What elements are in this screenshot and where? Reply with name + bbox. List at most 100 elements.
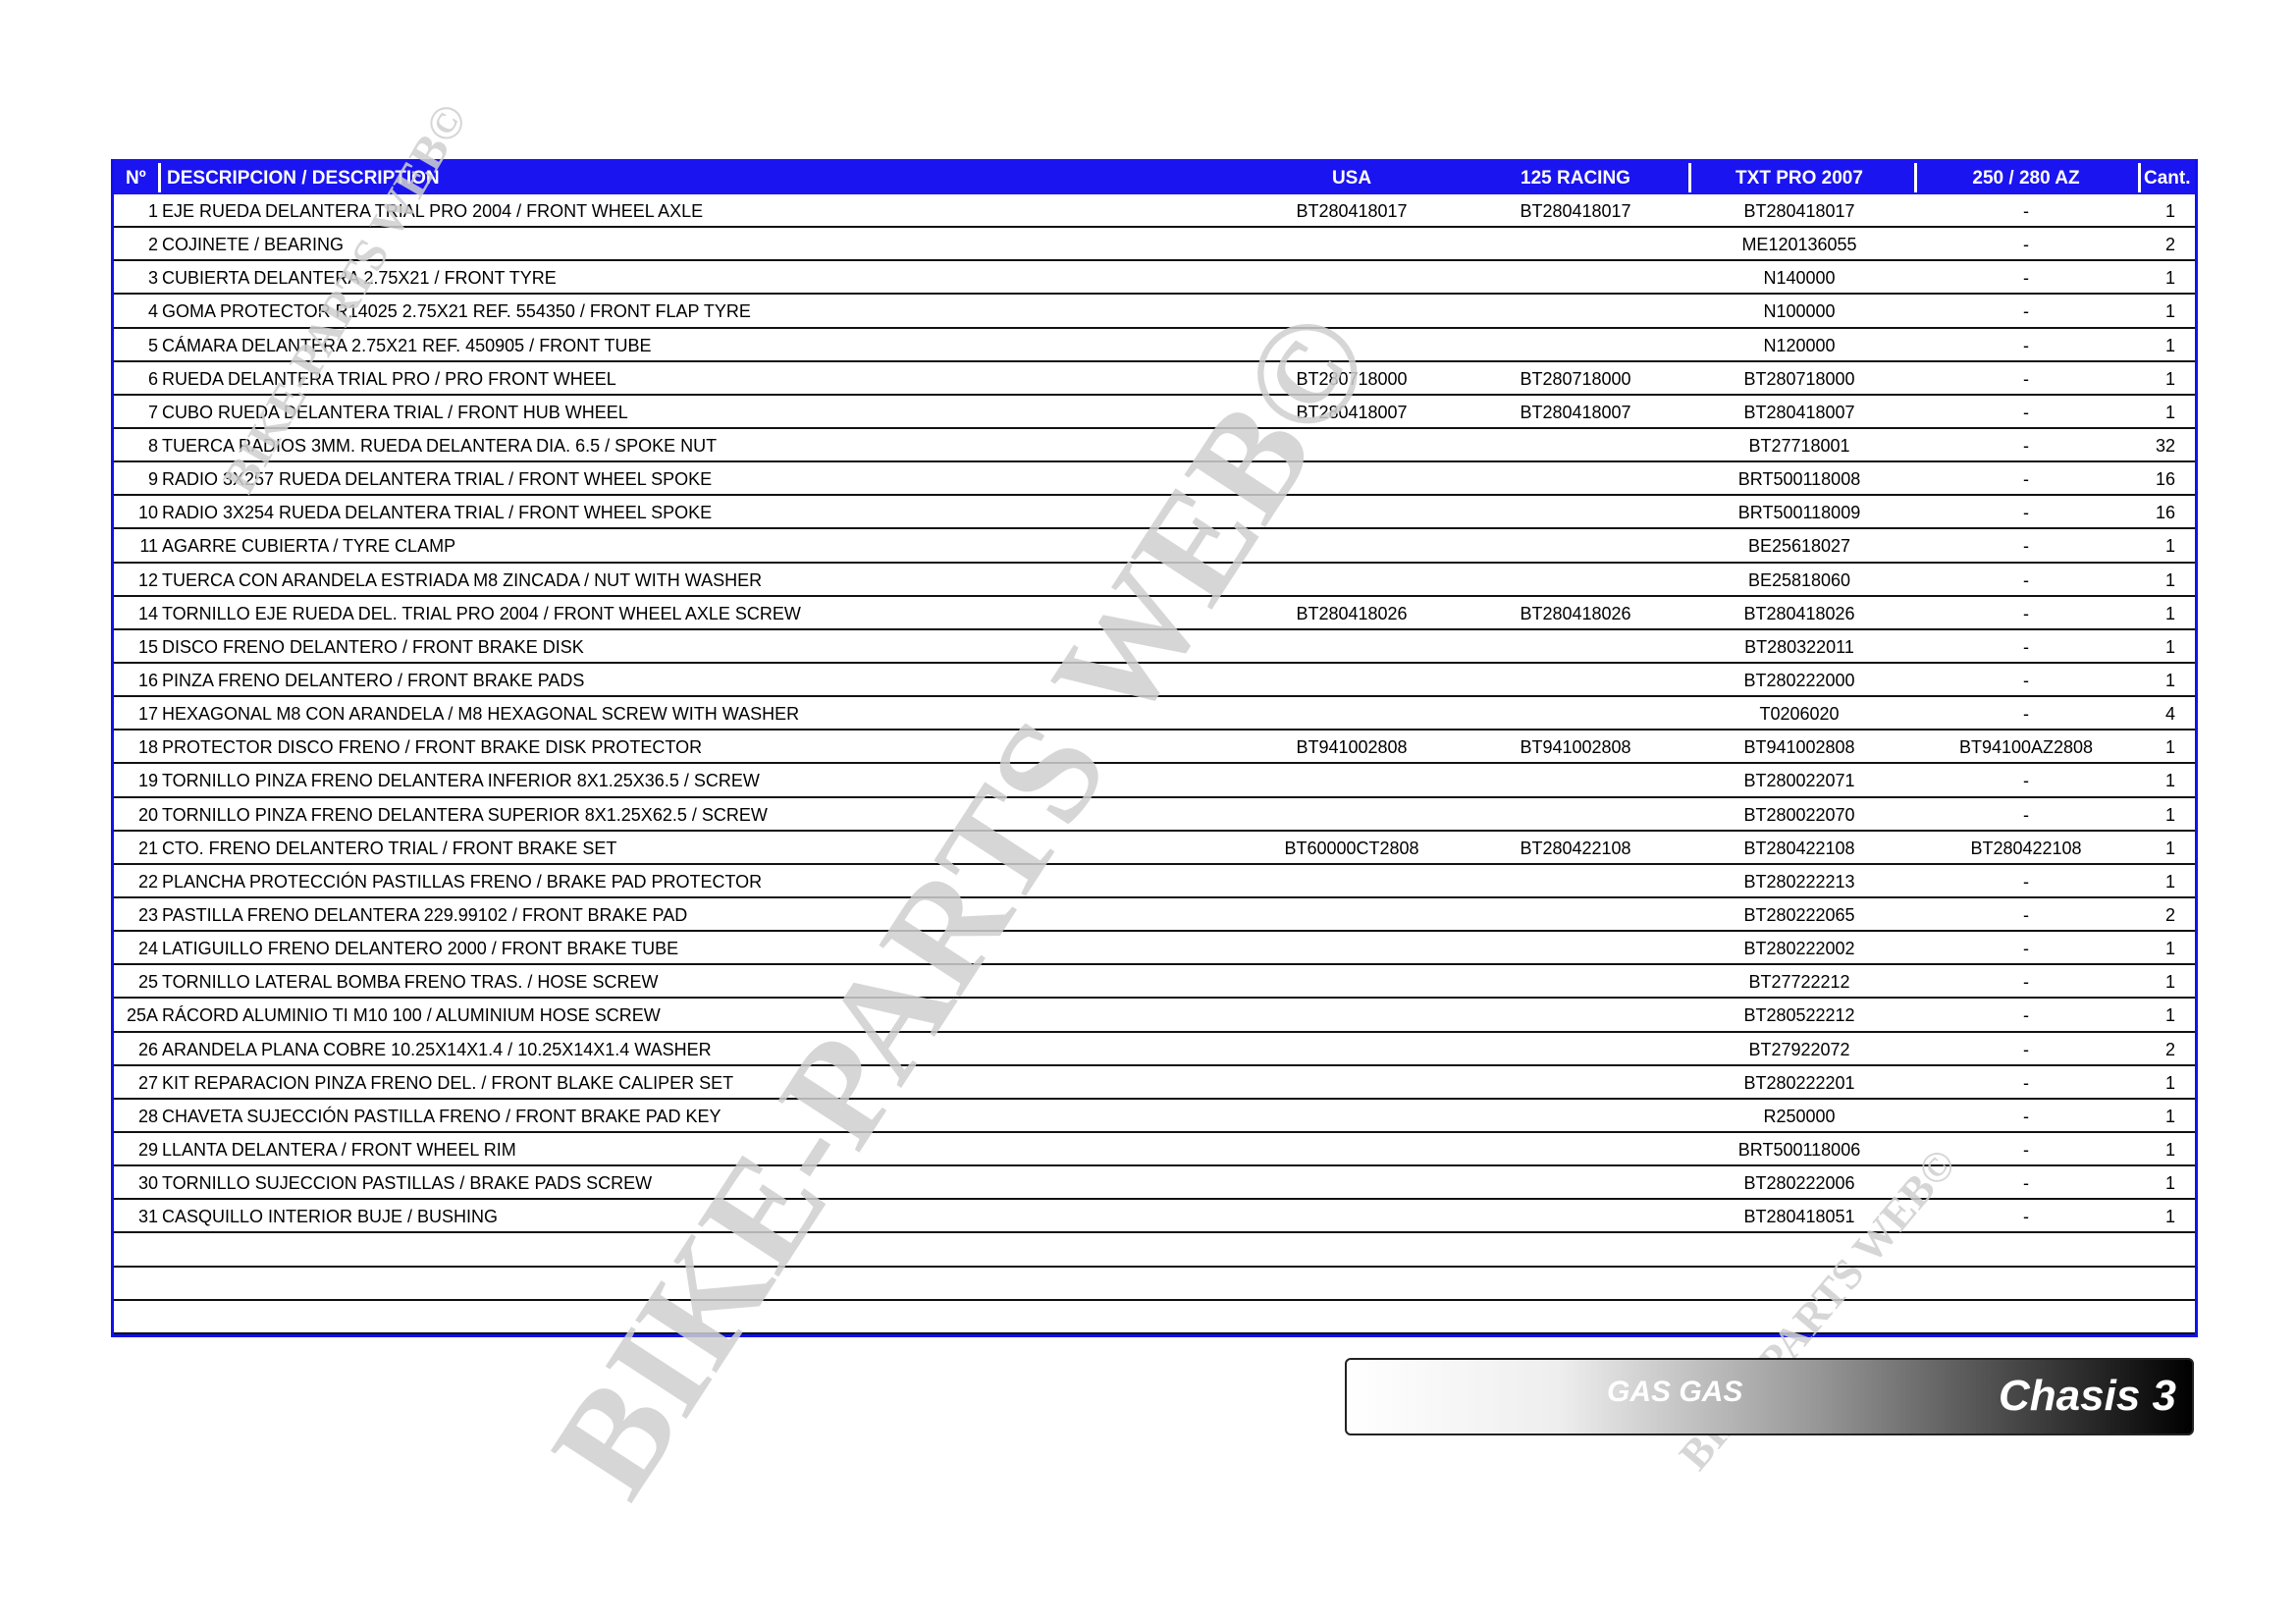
table-row: 27 KIT REPARACION PINZA FRENO DEL. / FRON… [114,1066,2195,1100]
table-row: 1 EJE RUEDA DELANTERA TRIAL PRO 2004 / FR… [114,194,2195,229]
header-divider [2138,163,2141,192]
table-row: 20 TORNILLO PINZA FRENO DELANTERA SUPERIO… [114,798,2195,832]
description: KIT REPARACION PINZA FRENO DEL. / FRONT … [162,1072,734,1093]
quantity: 1 [2164,1139,2175,1160]
part-number: 15 [137,636,158,657]
part-number: 16 [137,670,158,690]
description: LLANTA DELANTERA / FRONT WHEEL RIM [162,1139,516,1160]
ref-txt-pro-2007: BT27922072 [1748,1039,1850,1059]
quantity: 1 [2164,771,2175,791]
ref-txt-pro-2007: BT280022070 [1743,804,1855,825]
ref-250-280-az: - [2023,636,2029,657]
part-number: 23 [137,904,158,925]
description: COJINETE / BEARING [162,235,345,255]
description: RÁCORD ALUMINIO TI M10 100 / ALUMINIUM H… [162,1005,661,1026]
table-row: 31 CASQUILLO INTERIOR BUJE / BUSHING BT280… [114,1200,2195,1234]
ref-250-280-az: - [2023,972,2029,993]
quantity: 16 [2155,503,2175,523]
part-number: 27 [137,1072,158,1093]
part-number: 1 [147,201,158,221]
ref-txt-pro-2007: BT280222201 [1743,1072,1855,1093]
table-row [114,1268,2195,1301]
part-number: 5 [147,335,158,355]
ref-txt-pro-2007: BT280022071 [1743,771,1855,791]
ref-txt-pro-2007: BE25618027 [1747,536,1851,557]
description: ARANDELA PLANA COBRE 10.25X14X1.4 / 10.2… [162,1039,712,1059]
quantity: 1 [2164,972,2175,993]
ref-usa: BT280418007 [1296,402,1408,422]
part-number: 3 [147,268,158,289]
description: EJE RUEDA DELANTERA TRIAL PRO 2004 / FRO… [162,201,704,221]
quantity: 1 [2164,268,2175,289]
quantity: 1 [2164,402,2175,422]
description: PROTECTOR DISCO FRENO / FRONT BRAKE DISK… [162,737,703,758]
section-banner: GAS GAS Chasis 3 [1345,1358,2194,1435]
ref-txt-pro-2007: BT941002808 [1743,737,1855,758]
ref-txt-pro-2007: BT280222002 [1743,939,1855,959]
part-number: 29 [137,1139,158,1160]
description: LATIGUILLO FRENO DELANTERO 2000 / FRONT … [162,939,679,959]
ref-250-280-az: - [2023,402,2029,422]
ref-usa: BT280418026 [1296,603,1408,623]
ref-250-280-az: BT94100AZ2808 [1958,737,2094,758]
quantity: 2 [2164,235,2175,255]
description: TORNILLO EJE RUEDA DEL. TRIAL PRO 2004 /… [162,603,801,623]
description: GOMA PROTECTOR R14025 2.75X21 REF. 55435… [162,301,751,322]
ref-250-280-az: - [2023,771,2029,791]
description: CTO. FRENO DELANTERO TRIAL / FRONT BRAKE… [162,838,617,858]
table-row: 2 COJINETE / BEARING ME120136055-2 [114,228,2195,262]
description: TUERCA CON ARANDELA ESTRIADA M8 ZINCADA … [162,569,763,590]
part-number: 20 [137,804,158,825]
table-row: 17 HEXAGONAL M8 CON ARANDELA / M8 HEXAGON… [114,697,2195,731]
ref-250-280-az: - [2023,268,2029,289]
header-txt-pro-2007: TXT PRO 2007 [1735,168,1863,189]
part-number: 8 [147,435,158,456]
table-row: 22 PLANCHA PROTECCIÓN PASTILLAS FRENO / B… [114,865,2195,898]
ref-250-280-az: - [2023,871,2029,892]
ref-txt-pro-2007: BE25818060 [1747,569,1851,590]
table-row: 25A RÁCORD ALUMINIO TI M10 100 / ALUMINIU… [114,999,2195,1033]
quantity: 1 [2164,1106,2175,1126]
table-row: 3 CUBIERTA DELANTERA 2.75X21 / FRONT TYRE… [114,261,2195,296]
header-divider [158,163,161,192]
table-row: 28 CHAVETA SUJECCIÓN PASTILLA FRENO / FRO… [114,1100,2195,1133]
part-number: 19 [137,771,158,791]
ref-250-280-az: - [2023,1207,2029,1227]
description: PINZA FRENO DELANTERO / FRONT BRAKE PADS [162,670,585,690]
quantity: 1 [2164,536,2175,557]
ref-txt-pro-2007: ME120136055 [1741,235,1857,255]
ref-txt-pro-2007: N140000 [1763,268,1836,289]
ref-250-280-az: - [2023,1072,2029,1093]
part-number: 28 [137,1106,158,1126]
ref-250-280-az: - [2023,536,2029,557]
ref-125-racing: BT280418017 [1520,201,1631,221]
ref-250-280-az: - [2023,368,2029,389]
ref-txt-pro-2007: N100000 [1763,301,1836,322]
parts-table: Nº DESCRIPCION / DESCRIPTION USA 125 RAC… [111,159,2198,1337]
table-row: 12 TUERCA CON ARANDELA ESTRIADA M8 ZINCAD… [114,564,2195,597]
table-row: 15 DISCO FRENO DELANTERO / FRONT BRAKE DI… [114,630,2195,664]
table-row: 24 LATIGUILLO FRENO DELANTERO 2000 / FRON… [114,932,2195,966]
ref-250-280-az: - [2023,904,2029,925]
ref-txt-pro-2007: BT280718000 [1743,368,1855,389]
ref-txt-pro-2007: BT280418026 [1743,603,1855,623]
part-number: 31 [137,1207,158,1227]
ref-txt-pro-2007: BT280222006 [1743,1173,1855,1194]
part-number: 22 [137,871,158,892]
ref-txt-pro-2007: BT280418007 [1743,402,1855,422]
part-number: 14 [137,603,158,623]
quantity: 1 [2164,335,2175,355]
header-divider [1688,163,1691,192]
ref-txt-pro-2007: BT27718001 [1748,435,1850,456]
ref-125-racing: BT280422108 [1520,838,1631,858]
description: TORNILLO SUJECCION PASTILLAS / BRAKE PAD… [162,1173,653,1194]
ref-usa: BT941002808 [1296,737,1408,758]
description: CASQUILLO INTERIOR BUJE / BUSHING [162,1207,499,1227]
part-number: 2 [147,235,158,255]
ref-250-280-az: - [2023,939,2029,959]
table-row: 25 TORNILLO LATERAL BOMBA FRENO TRAS. / H… [114,965,2195,1000]
ref-txt-pro-2007: BRT500118008 [1737,469,1861,490]
ref-txt-pro-2007: R250000 [1763,1106,1836,1126]
part-number: 7 [147,402,158,422]
description: RUEDA DELANTERA TRIAL PRO / PRO FRONT WH… [162,368,616,389]
